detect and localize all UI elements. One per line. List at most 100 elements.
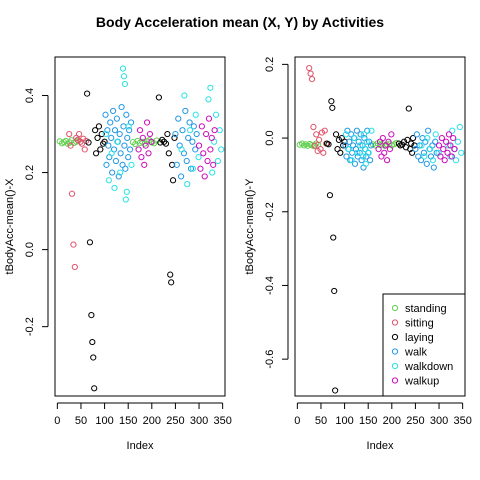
- point-walk: [109, 169, 116, 176]
- point-walk: [192, 146, 199, 153]
- point-walk: [432, 138, 439, 145]
- point-walk: [115, 173, 122, 180]
- point-walkdown: [426, 146, 434, 153]
- left-x-axis-label: Index: [127, 440, 154, 452]
- point-walkdown: [214, 157, 222, 165]
- left-x-tick-label: 200: [143, 415, 161, 427]
- point-walkdown: [421, 153, 428, 160]
- point-walkdown: [105, 177, 112, 184]
- point-walkdown: [342, 131, 350, 138]
- point-walkdown: [458, 149, 465, 156]
- point-laying: [155, 94, 162, 101]
- point-walk: [427, 153, 435, 160]
- legend-marker-standing: [391, 304, 399, 312]
- legend-marker-walkup: [391, 377, 399, 384]
- point-laying: [85, 139, 92, 146]
- left-plot-points: [56, 65, 225, 392]
- point-walkdown: [362, 160, 369, 167]
- legend-label-walkup: walkup: [404, 376, 439, 388]
- left-y-axis-label: tBodyAcc-mean()-X: [4, 178, 16, 275]
- point-walkup: [139, 134, 146, 141]
- point-walkdown: [122, 196, 129, 203]
- left-y-tick-label: -0.2: [24, 317, 36, 336]
- right-x-tick-label: 50: [315, 415, 327, 427]
- point-sitting: [75, 130, 83, 138]
- point-walkdown: [452, 157, 460, 164]
- point-walk: [193, 130, 200, 138]
- point-walk: [105, 142, 112, 149]
- point-laying: [409, 134, 417, 142]
- point-sitting: [306, 64, 313, 72]
- point-sitting: [71, 263, 78, 271]
- right-y-tick-label: 0.0: [264, 130, 276, 145]
- point-walkup: [141, 161, 148, 168]
- point-walk: [358, 157, 365, 164]
- point-laying: [329, 104, 336, 111]
- point-walkdown: [192, 111, 199, 118]
- point-walkup: [142, 142, 149, 149]
- right-x-tick-label: 350: [453, 415, 471, 427]
- left-x-tick-label: 150: [119, 415, 137, 427]
- right-y-tick-label: -0.6: [264, 350, 276, 369]
- legend-marker-walk: [391, 348, 399, 355]
- point-walkdown: [432, 131, 439, 138]
- point-walk: [413, 131, 420, 138]
- legend: standing sitting laying walk walkdown walkup: [382, 293, 466, 397]
- point-laying: [89, 338, 96, 346]
- point-laying: [159, 136, 166, 143]
- point-walkdown: [345, 146, 352, 153]
- point-walkdown: [205, 96, 212, 103]
- legend-label-walk: walk: [404, 347, 428, 359]
- point-walkdown: [218, 146, 225, 153]
- point-walkup: [135, 146, 142, 153]
- point-walkdown: [357, 142, 364, 149]
- point-walk: [104, 127, 111, 134]
- point-walkdown: [424, 134, 431, 142]
- point-walk: [186, 119, 193, 126]
- left-x-tick-label: 300: [190, 415, 208, 427]
- left-x-tick-label: 100: [95, 415, 113, 427]
- left-x-tick-label: 50: [75, 415, 87, 427]
- point-sitting: [81, 146, 88, 153]
- point-walkup: [443, 138, 450, 145]
- point-laying: [95, 123, 103, 130]
- legend-marker-walkdown: [391, 362, 399, 370]
- point-walkdown: [121, 80, 128, 88]
- point-sitting: [321, 127, 328, 134]
- point-walkup: [440, 146, 447, 153]
- point-walkdown: [454, 138, 462, 145]
- right-y-axis-label: tBodyAcc-mean()-Y: [244, 178, 256, 275]
- point-sitting: [310, 123, 317, 131]
- right-x-tick-label: 300: [430, 415, 448, 427]
- point-walk: [122, 165, 129, 172]
- point-walkdown: [114, 138, 121, 145]
- point-walkup: [210, 161, 217, 168]
- point-walkup: [450, 134, 457, 142]
- point-laying: [91, 385, 98, 392]
- point-walk: [343, 153, 350, 160]
- point-walk: [412, 146, 419, 153]
- point-walkup: [203, 130, 210, 138]
- point-walk: [417, 157, 425, 164]
- point-laying: [337, 149, 344, 156]
- point-walkup: [138, 154, 145, 161]
- point-laying: [328, 98, 335, 105]
- point-walk: [108, 134, 115, 141]
- point-sitting: [320, 149, 327, 156]
- point-laying: [405, 105, 412, 112]
- point-walkdown: [119, 65, 127, 72]
- point-walkdown: [120, 73, 128, 80]
- left-x-tick-label: 350: [213, 415, 231, 427]
- point-walk: [357, 131, 364, 138]
- point-walkdown: [195, 154, 202, 161]
- point-laying: [101, 138, 108, 145]
- point-walk: [185, 134, 192, 141]
- point-sitting: [313, 131, 320, 138]
- right-plot-points: [296, 64, 465, 394]
- point-walk: [433, 149, 440, 156]
- right-x-tick-label: 150: [359, 415, 377, 427]
- right-y-tick-label: 0.2: [264, 57, 276, 72]
- point-walkup: [198, 123, 205, 130]
- left-plot-frame: [54, 56, 226, 397]
